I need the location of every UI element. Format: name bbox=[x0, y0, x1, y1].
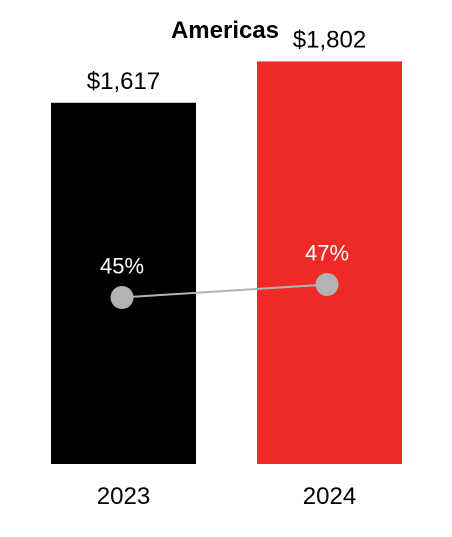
pct-point-2024 bbox=[315, 273, 339, 296]
bars-layer bbox=[51, 61, 402, 465]
pct-point-2023 bbox=[110, 286, 134, 309]
x-tick-label-2023: 2023 bbox=[97, 483, 150, 510]
bar-value-label-2023: $1,617 bbox=[87, 68, 160, 95]
line-layer: 45% 47% bbox=[100, 241, 349, 309]
pct-label-2024: 47% bbox=[305, 241, 349, 266]
pct-series-line bbox=[121, 283, 328, 299]
bar-2024 bbox=[257, 61, 402, 465]
pct-label-2023: 45% bbox=[100, 254, 144, 279]
x-tick-label-2024: 2024 bbox=[303, 483, 356, 510]
labels-layer: $1,617 2023 $1,802 2024 bbox=[87, 26, 366, 510]
chart-title: Americas bbox=[171, 17, 279, 44]
bar-2023 bbox=[51, 102, 196, 464]
bar-value-label-2024: $1,802 bbox=[293, 26, 366, 53]
